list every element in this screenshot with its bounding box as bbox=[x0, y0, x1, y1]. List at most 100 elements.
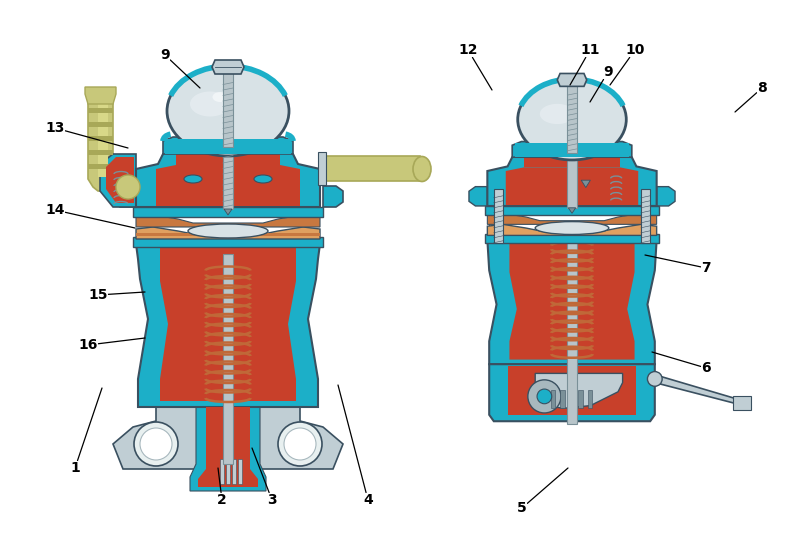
Polygon shape bbox=[224, 209, 232, 215]
Ellipse shape bbox=[184, 175, 202, 183]
Bar bbox=[223, 69, 233, 147]
Bar bbox=[88, 150, 113, 155]
Bar bbox=[560, 390, 565, 408]
Polygon shape bbox=[156, 165, 300, 206]
Bar bbox=[320, 156, 420, 181]
Text: 2: 2 bbox=[217, 468, 227, 507]
Bar bbox=[567, 151, 577, 208]
Polygon shape bbox=[535, 373, 622, 408]
Polygon shape bbox=[136, 227, 320, 239]
Polygon shape bbox=[581, 180, 591, 188]
Bar bbox=[232, 459, 236, 484]
Text: 7: 7 bbox=[645, 255, 711, 275]
Polygon shape bbox=[136, 215, 320, 227]
Bar bbox=[551, 390, 555, 408]
Ellipse shape bbox=[190, 91, 230, 116]
Polygon shape bbox=[524, 154, 620, 167]
Polygon shape bbox=[469, 187, 488, 206]
Ellipse shape bbox=[535, 222, 609, 234]
Polygon shape bbox=[508, 366, 636, 415]
Bar bbox=[489, 189, 503, 235]
Text: 4: 4 bbox=[338, 385, 373, 507]
Bar bbox=[641, 189, 650, 243]
Polygon shape bbox=[160, 247, 296, 401]
Text: 15: 15 bbox=[89, 288, 145, 302]
Bar bbox=[226, 459, 230, 484]
Text: 6: 6 bbox=[652, 352, 711, 375]
Bar bbox=[220, 459, 224, 484]
Text: 1: 1 bbox=[70, 388, 102, 475]
Polygon shape bbox=[212, 60, 244, 74]
Polygon shape bbox=[488, 240, 657, 364]
Polygon shape bbox=[512, 142, 632, 157]
Polygon shape bbox=[136, 233, 320, 236]
Polygon shape bbox=[100, 154, 136, 207]
Bar bbox=[223, 254, 233, 464]
Polygon shape bbox=[136, 151, 320, 207]
Polygon shape bbox=[733, 397, 752, 410]
Polygon shape bbox=[176, 151, 280, 165]
Text: 9: 9 bbox=[590, 65, 613, 102]
Ellipse shape bbox=[167, 66, 289, 156]
Polygon shape bbox=[106, 157, 134, 203]
Polygon shape bbox=[488, 213, 657, 225]
Circle shape bbox=[134, 422, 178, 466]
Ellipse shape bbox=[188, 224, 268, 238]
Text: 10: 10 bbox=[610, 43, 645, 85]
Bar bbox=[88, 108, 113, 113]
Bar bbox=[133, 207, 323, 217]
Ellipse shape bbox=[254, 175, 272, 183]
Text: 14: 14 bbox=[45, 203, 135, 228]
Bar bbox=[88, 164, 113, 169]
Ellipse shape bbox=[518, 79, 626, 160]
Bar bbox=[88, 136, 113, 141]
Polygon shape bbox=[198, 407, 258, 487]
Bar bbox=[494, 189, 503, 243]
Polygon shape bbox=[113, 186, 133, 207]
Bar bbox=[133, 237, 323, 247]
Circle shape bbox=[116, 175, 140, 199]
Polygon shape bbox=[113, 407, 343, 469]
Bar bbox=[567, 226, 577, 424]
Polygon shape bbox=[488, 225, 657, 235]
Polygon shape bbox=[85, 87, 116, 104]
Bar bbox=[579, 390, 583, 408]
Polygon shape bbox=[558, 147, 616, 155]
Polygon shape bbox=[318, 152, 326, 185]
Text: 13: 13 bbox=[45, 121, 128, 148]
Polygon shape bbox=[170, 141, 286, 152]
Circle shape bbox=[527, 380, 561, 413]
Text: 12: 12 bbox=[458, 43, 492, 90]
Bar bbox=[223, 144, 233, 209]
Bar bbox=[238, 459, 242, 484]
Bar bbox=[515, 143, 629, 157]
Polygon shape bbox=[655, 375, 737, 403]
Polygon shape bbox=[88, 91, 113, 191]
Polygon shape bbox=[136, 244, 320, 407]
Text: 9: 9 bbox=[160, 48, 200, 88]
Ellipse shape bbox=[539, 104, 575, 124]
Circle shape bbox=[278, 422, 322, 466]
Bar bbox=[567, 84, 577, 153]
Bar bbox=[569, 390, 574, 408]
Text: 11: 11 bbox=[570, 43, 600, 85]
Text: 5: 5 bbox=[517, 468, 568, 515]
Bar bbox=[484, 206, 659, 215]
Ellipse shape bbox=[212, 92, 227, 102]
Polygon shape bbox=[506, 167, 638, 205]
Bar bbox=[484, 234, 659, 243]
Polygon shape bbox=[557, 74, 587, 87]
Polygon shape bbox=[98, 101, 108, 177]
Polygon shape bbox=[568, 208, 575, 213]
Polygon shape bbox=[163, 137, 293, 154]
Circle shape bbox=[537, 389, 551, 404]
Text: 16: 16 bbox=[78, 338, 145, 352]
Text: 3: 3 bbox=[252, 448, 277, 507]
Bar bbox=[88, 122, 113, 127]
Polygon shape bbox=[190, 404, 266, 491]
Polygon shape bbox=[323, 186, 343, 207]
Circle shape bbox=[647, 372, 662, 386]
Circle shape bbox=[140, 428, 172, 460]
Polygon shape bbox=[657, 187, 675, 206]
Circle shape bbox=[284, 428, 316, 460]
